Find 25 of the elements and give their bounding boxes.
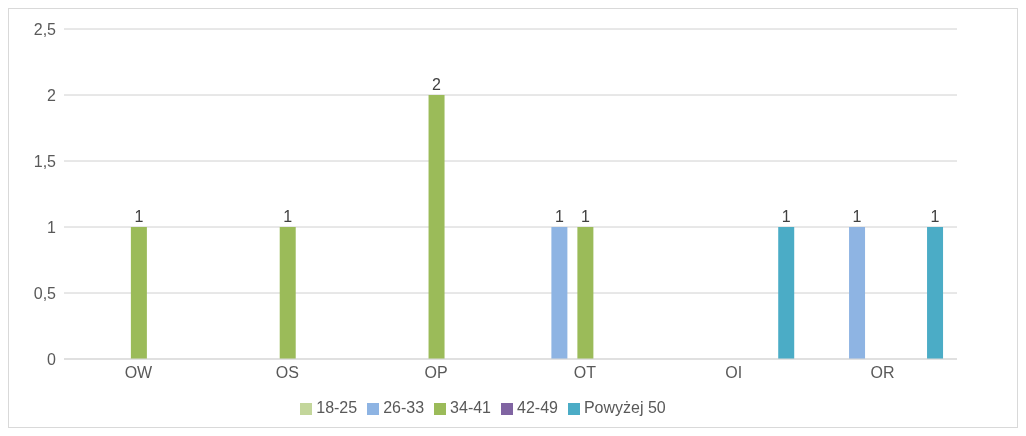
y-tick-label: 2,5 xyxy=(33,20,57,38)
y-tick-label: 1,5 xyxy=(33,152,57,170)
legend-label: Powyżej 50 xyxy=(583,399,666,416)
x-tick-label: OI xyxy=(725,364,743,382)
data-label: 2 xyxy=(432,76,442,93)
x-tick-label: OR xyxy=(870,364,895,382)
legend-label: 26-33 xyxy=(383,399,425,416)
data-label: 1 xyxy=(283,208,293,225)
x-tick-label: OP xyxy=(424,364,448,382)
data-label: 1 xyxy=(134,208,144,225)
y-tick-label: 2 xyxy=(47,86,57,104)
data-label: 1 xyxy=(554,208,564,225)
data-label: 1 xyxy=(580,208,590,225)
legend-label: 34-41 xyxy=(450,399,491,416)
x-tick-label: OW xyxy=(124,364,154,382)
legend-label: 42-49 xyxy=(517,399,558,416)
data-label: 1 xyxy=(852,208,862,225)
y-tick-label: 0,5 xyxy=(33,284,57,302)
legend-label: 18-25 xyxy=(316,399,358,416)
y-tick-label: 1 xyxy=(47,218,57,236)
y-tick-label: 0 xyxy=(47,350,57,368)
data-label: 1 xyxy=(930,208,940,225)
x-tick-label: OT xyxy=(573,364,597,382)
x-tick-label: OS xyxy=(275,364,299,382)
data-label: 1 xyxy=(781,208,791,225)
